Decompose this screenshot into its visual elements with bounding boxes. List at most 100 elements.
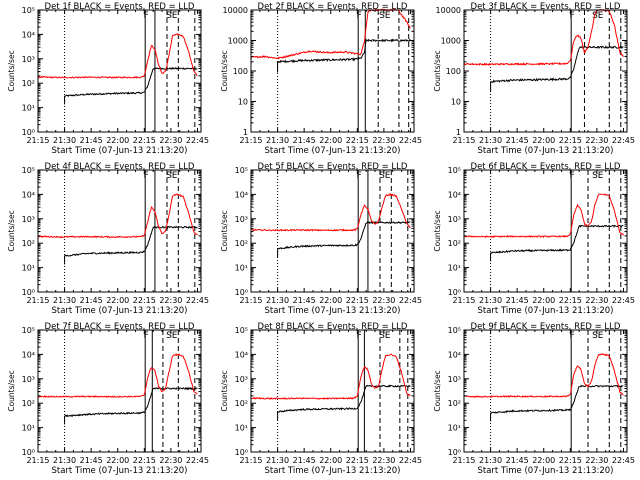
series-events (490, 384, 624, 415)
y-tick-label: 10³ (22, 55, 35, 64)
marker-label-f: F (356, 331, 361, 341)
y-tick-label: 10³ (235, 375, 248, 384)
x-tick-label: 21:15 (239, 456, 262, 465)
y-tick-label: 1 (243, 128, 248, 137)
y-tick-label: 10¹ (22, 424, 35, 433)
x-tick-label: 22:30 (372, 296, 395, 305)
y-tick-label: 10³ (448, 375, 461, 384)
y-tick-label: 1 (456, 128, 461, 137)
panel-title: Det 1f BLACK = Events, RED = LLD (45, 2, 195, 12)
marker-label-f: F (569, 171, 574, 181)
series-lld (463, 353, 624, 398)
marker-label-f: F (143, 331, 148, 341)
y-axis-label: Counts/sec (433, 370, 442, 411)
x-axis-label: Start Time (07-Jun-13 21:13:20) (265, 306, 401, 316)
y-tick-label: 10⁰ (22, 448, 35, 457)
series-events (277, 38, 411, 64)
y-tick-label: 10⁰ (448, 448, 461, 457)
x-tick-label: 22:00 (319, 136, 342, 145)
marker-label-f: F (143, 11, 148, 21)
x-tick-label: 22:15 (559, 296, 582, 305)
series-lld (37, 353, 198, 398)
axes-frame (37, 169, 202, 293)
y-tick-label: 10⁴ (22, 350, 35, 359)
x-tick-label: 22:30 (372, 456, 395, 465)
series-lld (250, 192, 411, 232)
y-tick-label: 10⁵ (22, 326, 35, 335)
y-tick-label: 10² (448, 239, 461, 248)
x-tick-label: 22:15 (346, 136, 369, 145)
series-lld (37, 193, 198, 239)
y-tick-label: 10⁴ (448, 190, 461, 199)
y-tick-label: 10¹ (22, 104, 35, 113)
series-events (490, 224, 624, 254)
marker-label-f: F (569, 331, 574, 341)
y-axis-label: Counts/sec (433, 50, 442, 91)
x-tick-label: 21:45 (506, 296, 529, 305)
y-tick-label: 10¹ (22, 264, 35, 273)
panel-title: Det 5f BLACK = Events, RED = LLD (258, 162, 408, 172)
y-axis-label: Counts/sec (220, 370, 229, 411)
y-axis-label: Counts/sec (7, 50, 16, 91)
y-tick-label: 1000 (441, 37, 461, 46)
y-tick-label: 10¹ (448, 424, 461, 433)
x-tick-label: 21:45 (80, 456, 103, 465)
x-tick-label: 22:00 (106, 296, 129, 305)
x-tick-label: 22:00 (106, 136, 129, 145)
x-tick-label: 21:30 (53, 136, 76, 145)
x-tick-label: 22:45 (186, 296, 209, 305)
x-tick-label: 21:30 (266, 456, 289, 465)
x-tick-label: 22:15 (133, 296, 156, 305)
y-tick-label: 10³ (22, 375, 35, 384)
y-tick-label: 10⁰ (448, 288, 461, 297)
axes-frame (463, 9, 628, 133)
y-tick-label: 10² (22, 399, 35, 408)
marker-label-se: SE (166, 171, 178, 181)
series-events (490, 45, 624, 83)
y-tick-label: 10² (22, 239, 35, 248)
x-tick-label: 22:00 (532, 136, 555, 145)
x-tick-label: 21:15 (26, 456, 49, 465)
x-tick-label: 22:15 (346, 456, 369, 465)
x-tick-label: 21:30 (53, 456, 76, 465)
x-tick-label: 21:45 (293, 296, 316, 305)
y-tick-label: 10000 (436, 6, 461, 15)
x-tick-label: 22:00 (106, 456, 129, 465)
y-axis-label: Counts/sec (220, 210, 229, 251)
x-tick-label: 22:15 (133, 136, 156, 145)
series-events (277, 220, 411, 250)
x-tick-label: 22:45 (186, 136, 209, 145)
y-tick-label: 10⁰ (22, 288, 35, 297)
panel-title: Det 7f BLACK = Events, RED = LLD (45, 322, 195, 332)
y-tick-label: 10 (451, 98, 461, 107)
y-tick-label: 10³ (22, 215, 35, 224)
y-tick-label: 10² (235, 239, 248, 248)
axes-frame (463, 169, 628, 293)
x-tick-label: 22:45 (612, 136, 635, 145)
x-tick-label: 21:45 (293, 136, 316, 145)
y-tick-label: 10⁴ (235, 350, 248, 359)
series-lld (38, 33, 198, 79)
y-tick-label: 10¹ (448, 264, 461, 273)
y-tick-label: 10⁴ (22, 190, 35, 199)
axes-frame (37, 329, 202, 453)
y-tick-label: 100 (233, 67, 248, 76)
x-tick-label: 22:45 (612, 296, 635, 305)
y-axis-label: Counts/sec (7, 370, 16, 411)
y-tick-label: 10⁴ (235, 190, 248, 199)
marker-label-se: SE (166, 331, 178, 341)
marker-label-se: SE (166, 11, 178, 21)
y-tick-label: 10¹ (235, 424, 248, 433)
x-axis-label: Start Time (07-Jun-13 21:13:20) (52, 466, 188, 476)
marker-label-f: F (569, 11, 574, 21)
marker-label-se: SE (379, 331, 391, 341)
x-tick-label: 21:15 (452, 136, 475, 145)
y-tick-label: 10⁵ (22, 166, 35, 175)
series-lld (250, 353, 411, 400)
